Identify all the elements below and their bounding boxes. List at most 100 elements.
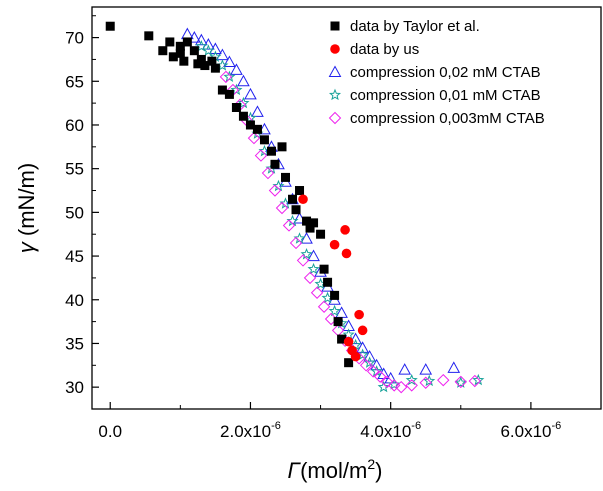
data-point: [266, 146, 276, 156]
data-point: [209, 42, 222, 54]
data-point: [300, 247, 313, 260]
x-tick-label: 4.0x10-6: [360, 420, 421, 441]
data-point: [144, 31, 154, 41]
data-point: [210, 63, 220, 73]
y-tick-label: 40: [65, 291, 84, 310]
y-tick-label: 35: [65, 334, 84, 353]
data-point: [317, 300, 331, 313]
data-point: [447, 361, 461, 373]
data-point: [217, 85, 227, 95]
data-point: [207, 56, 217, 66]
y-tick-label: 45: [65, 247, 84, 266]
data-point: [244, 87, 257, 100]
data-point: [307, 262, 320, 275]
data-point: [247, 131, 261, 145]
data-point: [270, 159, 280, 169]
data-point: [333, 317, 343, 327]
data-point: [277, 142, 287, 152]
data-point: [202, 44, 215, 56]
series-square: [105, 21, 354, 368]
legend-marker: [330, 21, 340, 31]
data-point: [356, 341, 369, 353]
data-point: [354, 309, 364, 320]
data-point: [468, 374, 482, 388]
x-axis-label: Γ(mol/m2): [288, 456, 383, 483]
data-point: [394, 380, 408, 394]
data-point: [357, 325, 368, 336]
data-point: [238, 111, 248, 121]
data-point: [165, 37, 175, 47]
data-point: [251, 105, 264, 117]
data-points: [105, 21, 485, 394]
series-circle: [298, 194, 368, 362]
series-triangle: [181, 27, 461, 384]
legend-marker: [328, 88, 342, 101]
y-tick-label: 30: [65, 378, 84, 397]
legend-label: compression 0,01 mM CTAB: [350, 87, 541, 104]
data-point: [329, 239, 340, 250]
data-point: [437, 373, 450, 387]
y-tick-label: 60: [65, 116, 84, 135]
data-point: [387, 379, 401, 392]
data-point: [380, 375, 394, 389]
data-point: [377, 380, 390, 393]
legend: data by Taylor et al. data by us compressi…: [328, 18, 545, 127]
data-point: [307, 249, 320, 262]
data-point: [340, 225, 350, 235]
legend-label: compression 0,02 mM CTAB: [350, 64, 541, 81]
y-tick-label: 70: [65, 29, 84, 48]
data-point: [298, 194, 308, 205]
data-point: [350, 351, 361, 362]
data-point: [282, 219, 296, 232]
data-point: [281, 172, 291, 182]
data-point: [175, 48, 185, 58]
x-tick-label: 2.0x10-6: [220, 420, 281, 441]
data-point: [289, 236, 303, 250]
data-point: [341, 248, 352, 259]
data-point: [223, 55, 236, 68]
data-point: [245, 120, 255, 130]
data-point: [254, 149, 268, 162]
data-point: [405, 373, 418, 386]
plot-frame: [91, 6, 602, 410]
data-point: [419, 363, 433, 375]
data-point: [189, 46, 199, 56]
data-point: [158, 46, 168, 56]
data-point: [373, 370, 387, 383]
axis-ticks: 0.0 2.0x10-6 4.0x10-6 6.0x10-6 30 35 40 45 50 55 6…: [65, 15, 602, 441]
data-point: [200, 61, 210, 71]
data-point: [288, 194, 298, 204]
data-point: [359, 359, 373, 372]
data-point: [330, 290, 340, 300]
data-point: [196, 54, 206, 64]
data-point: [310, 286, 324, 299]
data-point: [363, 350, 376, 362]
data-point: [237, 74, 250, 87]
data-point: [328, 304, 341, 317]
data-point: [303, 271, 317, 285]
data-point: [237, 96, 250, 109]
data-point: [343, 336, 354, 347]
y-tick-label: 55: [65, 160, 84, 179]
data-point: [309, 218, 319, 228]
data-point: [454, 375, 467, 389]
data-point: [323, 277, 333, 287]
data-point: [268, 184, 282, 197]
data-point: [175, 41, 185, 51]
x-tick-label: 0.0: [98, 422, 122, 441]
legend-marker: [330, 44, 340, 54]
x-tick-label: 6.0x10-6: [500, 420, 561, 441]
data-point: [259, 135, 269, 145]
data-point: [219, 70, 233, 84]
data-point: [168, 52, 178, 62]
data-point: [331, 324, 345, 337]
data-point: [202, 38, 215, 50]
data-point: [231, 103, 241, 112]
data-point: [363, 356, 376, 368]
data-point: [275, 201, 289, 215]
data-point: [252, 124, 262, 134]
data-point: [230, 63, 243, 75]
data-point: [405, 379, 418, 392]
